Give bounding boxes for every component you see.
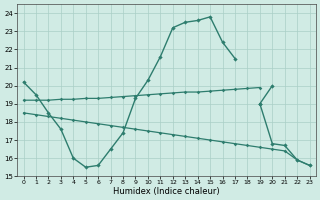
X-axis label: Humidex (Indice chaleur): Humidex (Indice chaleur) xyxy=(113,187,220,196)
